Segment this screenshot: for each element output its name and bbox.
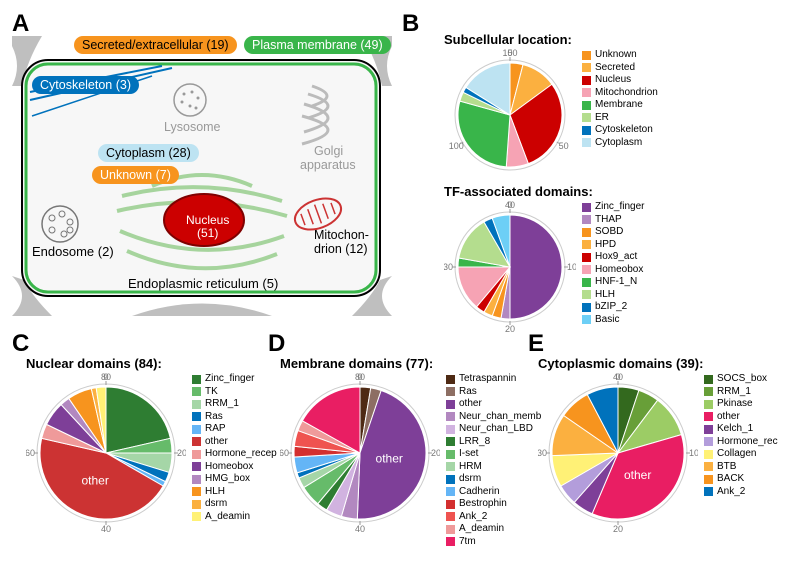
legend-item: other [704,411,778,424]
panel-e-label: E [528,330,544,358]
compartment-endosome: Endosome (2) [32,244,114,259]
legend-item: Collagen [704,448,778,461]
legend-item: RRM_1 [704,386,778,399]
legend-item: Hormone_recep [192,448,277,461]
legend-item: Zinc_finger [582,201,644,214]
legend: Zinc_fingerTKRRM_1RasRAPotherHormone_rec… [192,373,277,523]
legend-item: Nucleus [582,74,658,87]
legend-item: HMG_box [192,473,277,486]
legend-item: HLH [192,486,277,499]
svg-text:10: 10 [689,448,698,458]
legend: SOCS_boxRRM_1PkinaseotherKelch_1Hormone_… [704,373,778,498]
legend: Zinc_fingerTHAPSOBDHPDHox9_actHomeoboxHN… [582,201,644,326]
pie-title: Cytoplasmic domains (39): [538,356,778,371]
organelle-label: apparatus [300,158,356,172]
compartment-nucleus: Nucleus(51) [186,214,229,240]
legend-item: RAP [192,423,277,436]
panel-a-label: A [12,10,29,38]
legend-item: Mitochondrion [582,87,658,100]
legend: UnknownSecretedNucleusMitochondrionMembr… [582,49,658,149]
legend-item: A_deamin [192,511,277,524]
legend-item: BTB [704,461,778,474]
svg-text:40: 40 [355,524,365,533]
pie-title: Subcellular location: [444,32,658,47]
pie-title: Nuclear domains (84): [26,356,277,371]
legend-item: BACK [704,473,778,486]
legend-item: Unknown [582,49,658,62]
svg-text:10: 10 [567,262,576,272]
legend-item: SOBD [582,226,644,239]
panel-b-label: B [402,10,419,38]
compartment-endoplasmic-reticulum: Endoplasmic reticulum (5) [128,276,278,291]
legend-item: other [192,436,277,449]
svg-text:50: 50 [559,141,569,151]
svg-text:40: 40 [101,524,111,533]
svg-text:30: 30 [538,448,547,458]
svg-text:20: 20 [177,448,186,458]
compartment-secreted-extracellular: Secreted/extracellular (19) [74,36,237,54]
svg-text:150: 150 [502,49,517,58]
panel-e: E Cytoplasmic domains (39): 010203040oth… [398,328,786,554]
svg-text:60: 60 [280,448,289,458]
svg-text:other: other [624,468,651,482]
panel-e-chart: Cytoplasmic domains (39): 010203040other… [538,356,778,533]
panel-c-chart: Nuclear domains (84): 020406080other Zin… [26,356,277,533]
cell-diagram: Secreted/extracellular (19) Plasma membra… [12,36,392,326]
compartment-cytoskeleton: Cytoskeleton (3) [32,76,139,94]
legend-item: Hox9_act [582,251,644,264]
legend-item: Zinc_finger [192,373,277,386]
legend-item: RRM_1 [192,398,277,411]
svg-text:40: 40 [613,373,623,382]
panel-b-chart-1: TF-associated domains: 010203040 Zinc_fi… [444,184,644,333]
legend-item: HNF-1_N [582,276,644,289]
svg-text:20: 20 [613,524,623,533]
organelle-label: Mitochon- [314,228,369,242]
legend-item: Cytoplasm [582,137,658,150]
legend-item: Pkinase [704,398,778,411]
legend-item: HLH [582,289,644,302]
svg-text:80: 80 [101,373,111,382]
svg-text:40: 40 [505,201,515,210]
legend-item: THAP [582,214,644,227]
compartment-unknown: Unknown (7) [92,166,179,184]
panel-d-label: D [268,330,285,358]
panel-c-label: C [12,330,29,358]
legend-item: ER [582,112,658,125]
compartment-cytoplasm: Cytoplasm (28) [98,144,199,162]
svg-text:80: 80 [355,373,365,382]
legend-item: SOCS_box [704,373,778,386]
panel-b-chart-0: Subcellular location: 050100150 UnknownS… [444,32,658,181]
panel-b: B Subcellular location: 050100150 Unknow… [398,8,786,328]
panel-a: A [8,8,398,328]
pie-title: TF-associated domains: [444,184,644,199]
svg-text:60: 60 [26,448,35,458]
legend-item: Ank_2 [704,486,778,499]
organelle-label: Lysosome [164,120,221,134]
organelle-label: drion (12) [314,242,368,256]
svg-text:30: 30 [444,262,453,272]
legend-item: Hormone_rec [704,436,778,449]
organelle-label: Golgi [314,144,343,158]
legend-item: Homeobox [582,264,644,277]
legend-item: TK [192,386,277,399]
compartment-plasma-membrane: Plasma membrane (49) [244,36,391,54]
legend-item: Basic [582,314,644,327]
legend-item: Kelch_1 [704,423,778,436]
legend-item: Homeobox [192,461,277,474]
legend-item: Cytoskeleton [582,124,658,137]
legend-item: Membrane [582,99,658,112]
svg-text:other: other [81,474,108,488]
legend-item: Ras [192,411,277,424]
legend-item: dsrm [192,498,277,511]
legend-item: bZIP_2 [582,301,644,314]
legend-item: HPD [582,239,644,252]
legend-item: Secreted [582,62,658,75]
